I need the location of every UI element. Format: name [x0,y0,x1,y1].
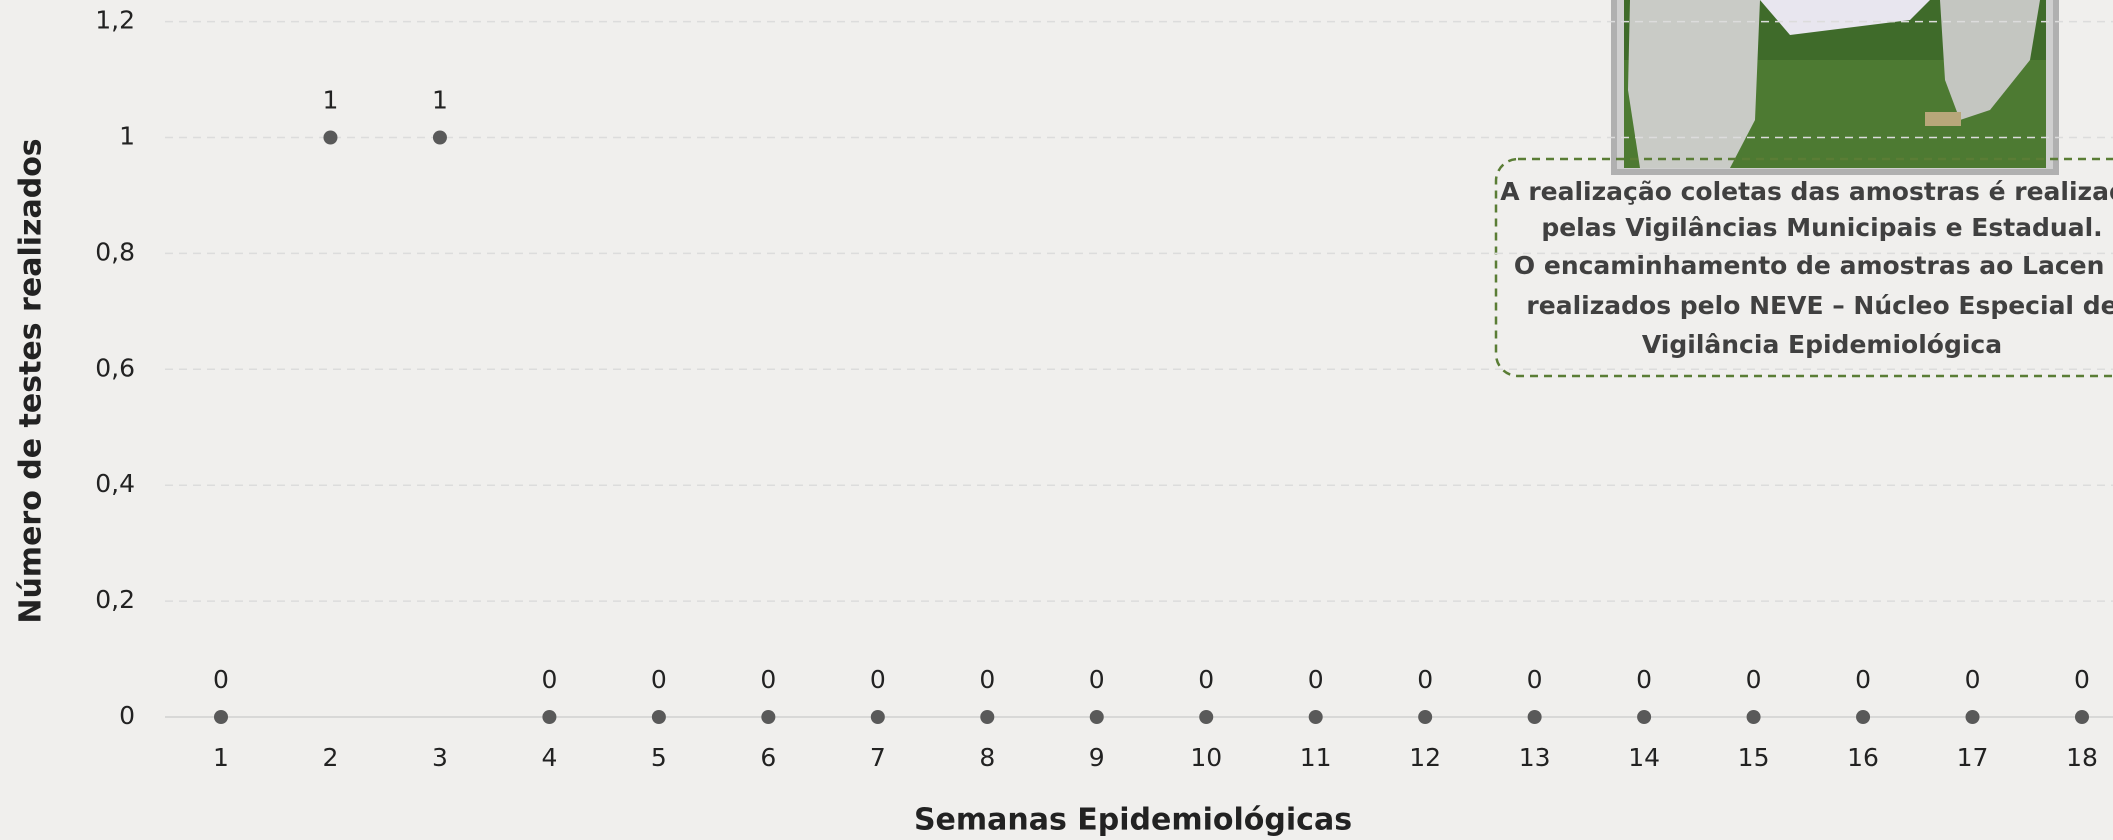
data-point [1856,710,1871,724]
x-tick-label: 5 [651,743,667,772]
data-label: 0 [760,665,776,694]
data-point [980,710,995,724]
data-point [1418,710,1433,724]
y-tick-label: 0,4 [95,469,135,498]
annotation-box [1494,157,2113,378]
data-point [432,130,447,145]
y-tick-label: 1,2 [95,6,135,35]
data-point [1527,710,1542,724]
data-point [1637,710,1652,724]
x-tick-label: 18 [2066,743,2098,772]
data-label: 0 [1417,665,1433,694]
data-label: 0 [1198,665,1214,694]
x-tick-label: 16 [1847,743,1879,772]
data-label: 1 [432,86,448,115]
data-label: 0 [541,665,557,694]
data-point [1089,710,1104,724]
data-label: 0 [870,665,886,694]
data-label: 0 [213,665,229,694]
data-point [1746,710,1761,724]
y-tick-label: 1 [119,122,135,151]
x-tick-label: 3 [432,743,448,772]
x-tick-label: 7 [870,743,886,772]
data-label: 0 [1636,665,1652,694]
x-tick-label: 6 [760,743,776,772]
y-tick-label: 0,2 [95,585,135,614]
data-point [651,710,666,724]
y-tick-label: 0 [119,701,135,730]
x-tick-label: 12 [1409,743,1441,772]
data-label: 0 [1089,665,1105,694]
x-axis-title: Semanas Epidemiológicas [914,803,1352,838]
data-label: 1 [323,86,339,115]
y-axis-title: Número de testes realizados [14,138,49,623]
annotation-text: Vigilância Epidemiológica [1642,330,2002,359]
x-tick-label: 14 [1628,743,1660,772]
data-point [870,710,885,724]
data-label: 0 [1746,665,1762,694]
annotation-text: realizados pelo NEVE – Núcleo Especial d… [1526,291,2113,320]
data-point [1199,710,1214,724]
x-tick-label: 4 [541,743,557,772]
x-tick-label: 17 [1957,743,1989,772]
data-label: 0 [979,665,995,694]
data-label: 0 [1855,665,1871,694]
y-tick-label: 0,6 [95,353,135,382]
x-tick-label: 1 [213,743,229,772]
x-tick-label: 8 [979,743,995,772]
x-tick-label: 15 [1738,743,1770,772]
annotation-text: pelas Vigilâncias Municipais e Estadual. [1541,213,2102,242]
x-tick-label: 13 [1519,743,1551,772]
data-label: 0 [2074,665,2090,694]
data-point [761,710,776,724]
annotation-text: O encaminhamento de amostras ao Lacen é [1514,251,2113,280]
x-tick-label: 11 [1300,743,1332,772]
annotation-text: A realização coletas das amostras é real… [1500,177,2113,206]
data-point [2074,710,2089,724]
data-point [214,710,228,724]
x-tick-label: 9 [1089,743,1105,772]
data-point [323,130,338,145]
data-point [1965,710,1980,724]
photo [1611,0,2059,175]
data-label: 0 [651,665,667,694]
x-tick-label: 10 [1190,743,1222,772]
data-point [542,710,557,724]
data-label: 0 [1308,665,1324,694]
data-point [1308,710,1323,724]
x-tick-label: 2 [323,743,339,772]
data-label: 0 [1965,665,1981,694]
y-tick-label: 0,8 [95,237,135,266]
data-label: 0 [1527,665,1543,694]
